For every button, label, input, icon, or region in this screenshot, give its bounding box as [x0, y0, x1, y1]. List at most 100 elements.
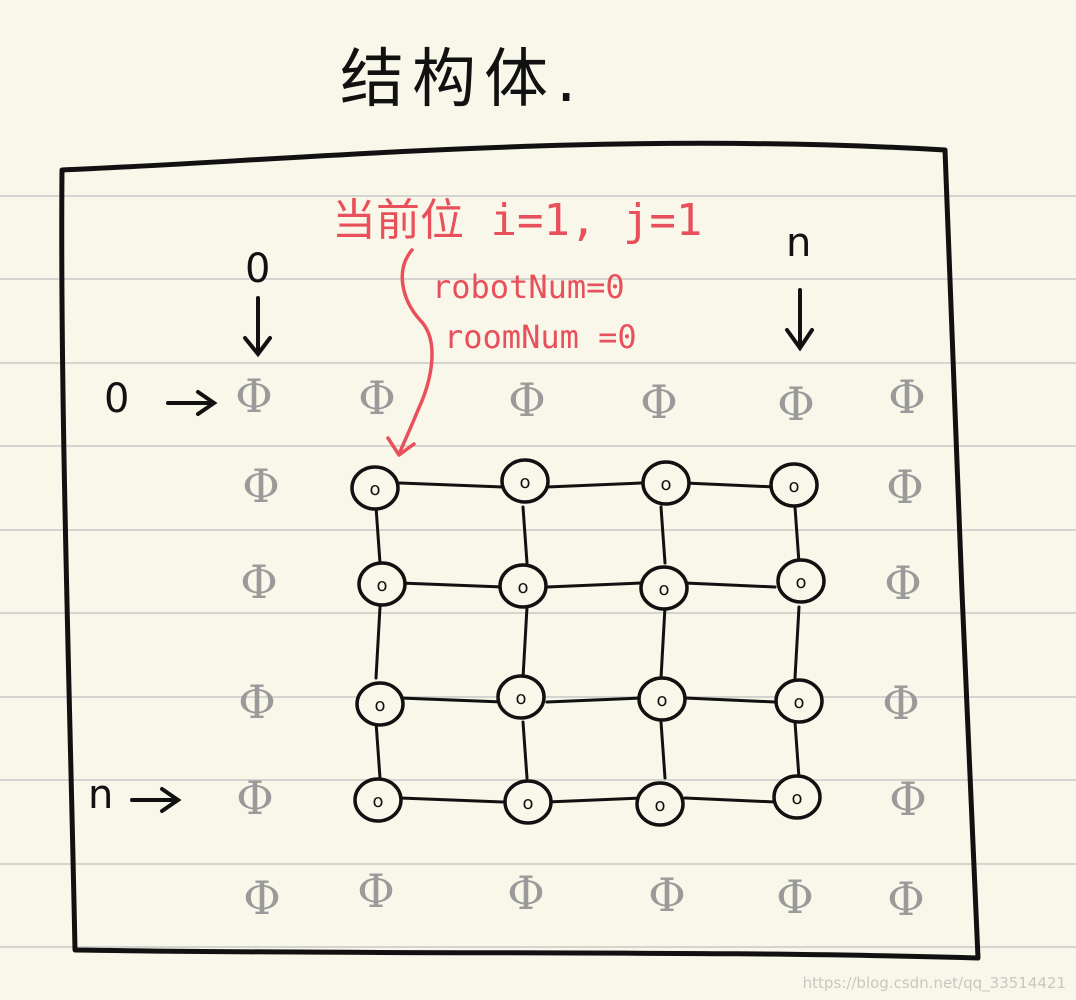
page-title: 结构体.: [340, 43, 585, 117]
grid-edge-horizontal: [398, 696, 505, 704]
grid-edge-horizontal: [398, 796, 505, 804]
robot-num-note: robotNum=0: [432, 268, 625, 306]
border-node: Φ: [889, 772, 927, 826]
row-start-arrow: [166, 390, 218, 416]
row-end-arrow: [130, 787, 182, 813]
border-node: Φ: [884, 556, 922, 610]
grid-edge-horizontal: [545, 481, 643, 489]
index-arrows: [130, 248, 814, 813]
border-node: Φ: [776, 870, 814, 924]
room-node-label: o: [376, 575, 387, 596]
row-start-label: 0: [104, 376, 130, 422]
room-node: o: [637, 676, 687, 722]
border-node: Φ: [507, 866, 545, 920]
room-node-label: o: [654, 795, 665, 816]
room-node-label: o: [788, 476, 799, 497]
room-node: o: [639, 565, 689, 611]
room-node: o: [350, 465, 400, 511]
room-node-ring: [772, 774, 822, 820]
border-node: Φ: [242, 459, 280, 513]
grid-edge-vertical: [659, 605, 667, 680]
room-node-ring: [350, 465, 400, 511]
room-node: o: [776, 558, 826, 604]
room-node: o: [498, 563, 548, 609]
grid-edge-horizontal: [545, 796, 643, 804]
grid-edge-vertical: [793, 505, 801, 565]
room-node: o: [496, 674, 546, 720]
grid-edge-horizontal: [683, 481, 777, 489]
border-node: Φ: [240, 555, 278, 609]
row-end-label: n: [88, 772, 114, 818]
col-start-arrow: [243, 296, 272, 358]
grid-edge-horizontal: [683, 696, 777, 704]
room-node-label: o: [660, 474, 671, 495]
border-node: Φ: [357, 864, 395, 918]
room-node: o: [641, 460, 691, 506]
border-node: Φ: [886, 460, 924, 514]
grid-edge-horizontal: [683, 796, 777, 804]
grid-edge-horizontal: [398, 581, 505, 589]
grid-edge-vertical: [659, 505, 667, 565]
border-node: Φ: [887, 872, 925, 926]
current-position-note: 当前位 i=1, j=1: [332, 195, 703, 246]
grid-edge-vertical: [374, 720, 382, 780]
room-node-label: o: [656, 690, 667, 711]
border-node: Φ: [640, 375, 678, 429]
col-start-label: 0: [245, 246, 271, 292]
grid-edge-vertical: [793, 605, 801, 680]
grid-edge-vertical: [521, 605, 529, 680]
grid-edge-vertical: [521, 720, 529, 780]
room-node-ring: [641, 460, 691, 506]
room-node-ring: [496, 674, 546, 720]
border-node: Φ: [243, 871, 281, 925]
grid-edges: [374, 481, 801, 804]
border-node: Φ: [358, 371, 396, 425]
room-node: o: [774, 678, 824, 724]
room-node-ring: [635, 781, 685, 827]
room-node-ring: [769, 462, 819, 508]
room-node: o: [355, 681, 405, 727]
grid-edge-vertical: [659, 720, 667, 780]
border-node: Φ: [236, 771, 274, 825]
room-node-ring: [500, 458, 550, 504]
border-node: Φ: [648, 868, 686, 922]
border-node: Φ: [235, 369, 273, 423]
border-node: Φ: [508, 373, 546, 427]
room-node-label: o: [374, 695, 385, 716]
room-node: o: [503, 779, 553, 825]
watermark: https://blog.csdn.net/qq_33514421: [802, 974, 1066, 992]
room-node-label: o: [795, 572, 806, 593]
ruled-lines: [0, 195, 1076, 948]
room-num-note: roomNum =0: [444, 318, 637, 356]
room-node: o: [772, 774, 822, 820]
room-node-ring: [353, 777, 403, 823]
border-node: Φ: [882, 676, 920, 730]
room-node-ring: [498, 563, 548, 609]
room-node: o: [357, 561, 407, 607]
room-node-ring: [774, 678, 824, 724]
room-node-label: o: [791, 788, 802, 809]
room-node-ring: [776, 558, 826, 604]
room-node-ring: [637, 676, 687, 722]
col-end-arrow: [785, 288, 814, 352]
border-node: Φ: [777, 377, 815, 431]
grid-edge-horizontal: [545, 581, 643, 589]
grid-edge-horizontal: [545, 696, 643, 704]
room-node-label: o: [519, 472, 530, 493]
room-node-label: o: [793, 692, 804, 713]
border-node: Φ: [888, 370, 926, 424]
room-node-label: o: [522, 793, 533, 814]
room-node-label: o: [372, 791, 383, 812]
room-node-label: o: [369, 479, 380, 500]
room-node-ring: [503, 779, 553, 825]
room-node: o: [353, 777, 403, 823]
room-node-label: o: [515, 688, 526, 709]
annotation-pointer: [386, 248, 434, 457]
room-node-ring: [357, 561, 407, 607]
grid-edge-horizontal: [683, 581, 777, 589]
grid-nodes: Φ Φ Φ Φ Φ ΦΦ o o o o ΦΦ o o o o ΦΦ o o o o ΦΦ o o o o ΦΦ Φ Φ Φ Φ Φ: [235, 369, 927, 926]
grid-edge-vertical: [374, 605, 382, 680]
grid-edge-vertical: [374, 505, 382, 565]
grid-edge-horizontal: [398, 481, 505, 489]
